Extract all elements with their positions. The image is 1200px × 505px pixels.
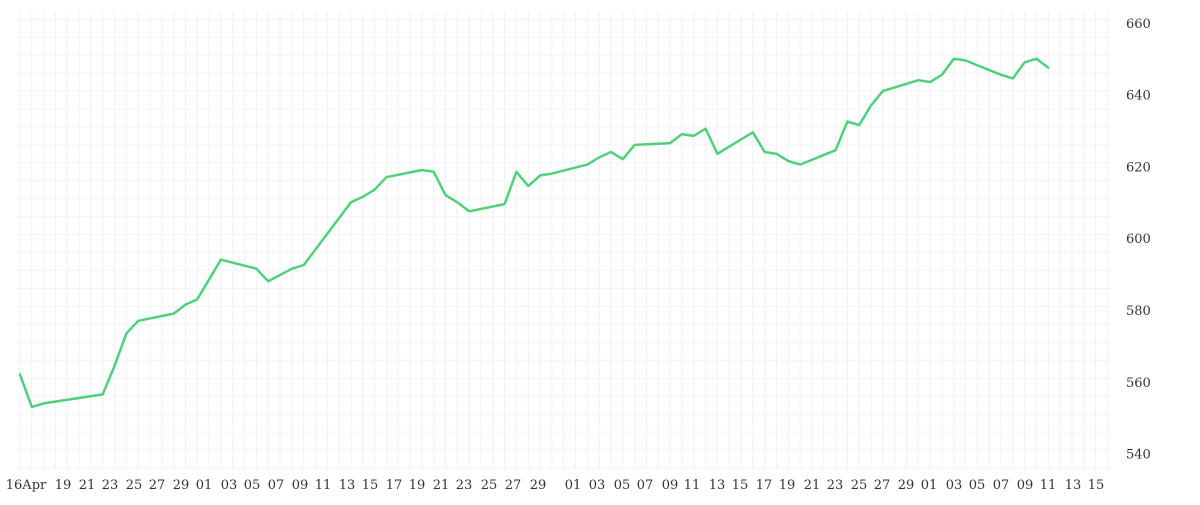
x-tick-label: 17	[756, 478, 773, 493]
x-tick-label: 21	[804, 478, 821, 493]
x-tick-label: 23	[827, 478, 844, 493]
x-tick-label: 13	[339, 478, 356, 493]
x-tick-label: 09	[662, 478, 679, 493]
x-tick-label: 05	[614, 478, 631, 493]
x-tick-label: 13	[709, 478, 726, 493]
x-tick-label: 23	[102, 478, 119, 493]
x-tick-label: 03	[221, 478, 238, 493]
x-tick-label: 01	[921, 478, 938, 493]
series-line	[18, 57, 1050, 409]
series-layer	[18, 57, 1050, 409]
x-tick-label: 03	[946, 478, 963, 493]
x-tick-label: 15	[732, 478, 749, 493]
x-tick-label: 07	[637, 478, 654, 493]
x-tick-label: 29	[898, 478, 915, 493]
x-tick-label: 15	[1088, 478, 1105, 493]
y-tick-label: 600	[1126, 232, 1151, 247]
x-tick-label: 07	[993, 478, 1010, 493]
x-tick-label: 25	[481, 478, 498, 493]
x-tick-label: 25	[126, 478, 143, 493]
x-tick-label: 19	[409, 478, 426, 493]
y-tick-label: 580	[1126, 304, 1151, 319]
x-axis-labels: 16Apr 19 21 23 25 27 29 01 03 05 07 09 11 13 15 17 19 21 2…	[6, 478, 1105, 493]
x-tick-label: 17	[386, 478, 403, 493]
x-tick-label: 16Apr	[6, 478, 47, 493]
x-tick-label: 19	[55, 478, 72, 493]
x-tick-label: 11	[1040, 478, 1057, 493]
grid	[16, 12, 1112, 469]
x-tick-label: 01	[565, 478, 582, 493]
x-tick-label: 05	[244, 478, 261, 493]
y-tick-label: 540	[1126, 448, 1151, 463]
x-tick-label: 09	[1017, 478, 1034, 493]
x-tick-label: 29	[530, 478, 547, 493]
x-tick-label: 07	[268, 478, 285, 493]
x-tick-label: 27	[505, 478, 522, 493]
y-axis-labels: 540 560 580 600 620 640 660	[1126, 17, 1151, 463]
x-tick-label: 29	[173, 478, 190, 493]
x-tick-label: 21	[79, 478, 96, 493]
x-tick-label: 09	[292, 478, 309, 493]
y-tick-label: 560	[1126, 376, 1151, 391]
x-tick-label: 11	[684, 478, 701, 493]
x-tick-label: 27	[149, 478, 166, 493]
y-tick-label: 660	[1126, 17, 1151, 32]
x-tick-label: 15	[362, 478, 379, 493]
x-tick-label: 21	[433, 478, 450, 493]
x-tick-label: 27	[874, 478, 891, 493]
x-tick-label: 19	[779, 478, 796, 493]
y-tick-label: 620	[1126, 160, 1151, 175]
x-tick-label: 13	[1065, 478, 1082, 493]
x-tick-label: 11	[315, 478, 332, 493]
x-tick-label: 05	[969, 478, 986, 493]
x-tick-label: 25	[851, 478, 868, 493]
x-tick-label: 23	[456, 478, 473, 493]
y-tick-label: 640	[1126, 89, 1151, 104]
x-tick-label: 01	[196, 478, 213, 493]
x-tick-label: 03	[589, 478, 606, 493]
